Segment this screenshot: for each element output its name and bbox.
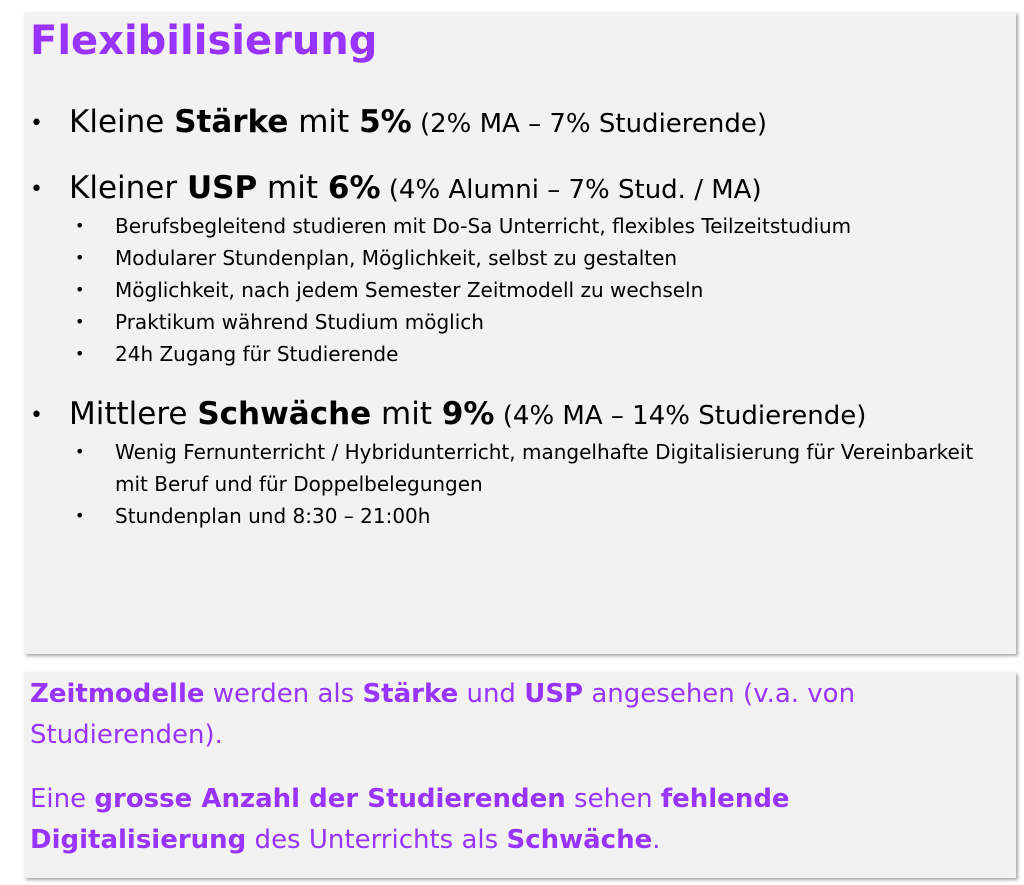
sub-bullet-icon: • bbox=[75, 506, 85, 525]
highlight-percent: 5% bbox=[359, 104, 412, 140]
highlight-percent: 9% bbox=[441, 396, 495, 432]
sub-bullet-icon: • bbox=[75, 248, 85, 267]
sub-bullet-icon: • bbox=[75, 280, 85, 299]
item-breakdown: (4% MA – 14% Studierende) bbox=[494, 401, 867, 431]
sub-bullet-icon: • bbox=[75, 442, 85, 461]
sub-bullet-list: • Wenig Fernunterricht / Hybridunterricht… bbox=[69, 436, 1004, 532]
list-item-usp: • Kleiner USP mit 6% (4% Alumni – 7% Stu… bbox=[24, 168, 1004, 370]
item-breakdown: (2% MA – 7% Studierende) bbox=[411, 109, 768, 139]
summary-box: Zeitmodelle werden als Stärke und USP an… bbox=[24, 672, 1016, 878]
sub-bullet-icon: • bbox=[75, 312, 85, 331]
item-heading: Mittlere Schwäche mit 9% (4% MA – 14% St… bbox=[69, 396, 867, 432]
sub-list-item: • Modularer Stundenplan, Möglichkeit, sel… bbox=[69, 242, 1004, 274]
list-item-schwaeche: • Mittlere Schwäche mit 9% (4% MA – 14% … bbox=[24, 394, 1004, 532]
main-bullet-list: • Kleine Stärke mit 5% (2% MA – 7% Studi… bbox=[24, 102, 1004, 556]
highlight-term: USP bbox=[186, 170, 258, 206]
bullet-icon: • bbox=[30, 111, 43, 136]
slide-title: Flexibilisierung bbox=[30, 18, 378, 64]
main-content-box: Flexibilisierung • Kleine Stärke mit 5% … bbox=[24, 12, 1016, 654]
highlight-term: Schwäche bbox=[197, 396, 372, 432]
sub-bullet-list: • Berufsbegleitend studieren mit Do-Sa Un… bbox=[69, 210, 1004, 370]
bullet-icon: • bbox=[30, 177, 43, 202]
summary-paragraph-2: Eine grosse Anzahl der Studierenden sehe… bbox=[30, 784, 790, 855]
sub-list-item: • Berufsbegleitend studieren mit Do-Sa Un… bbox=[69, 210, 1004, 242]
sub-bullet-icon: • bbox=[75, 344, 85, 363]
summary-paragraph-1: Zeitmodelle werden als Stärke und USP an… bbox=[30, 679, 856, 750]
sub-list-item: • Möglichkeit, nach jedem Semester Zeitmo… bbox=[69, 274, 1004, 306]
sub-list-item: • Stundenplan und 8:30 – 21:00h bbox=[69, 500, 1004, 532]
sub-bullet-icon: • bbox=[75, 216, 85, 235]
sub-list-item: • Wenig Fernunterricht / Hybridunterricht… bbox=[69, 436, 1004, 500]
item-heading: Kleiner USP mit 6% (4% Alumni – 7% Stud.… bbox=[69, 170, 762, 206]
sub-list-item: • Praktikum während Studium möglich bbox=[69, 306, 1004, 338]
bullet-icon: • bbox=[30, 403, 43, 428]
item-breakdown: (4% Alumni – 7% Stud. / MA) bbox=[380, 175, 762, 205]
sub-list-item: • 24h Zugang für Studierende bbox=[69, 338, 1004, 370]
item-heading: Kleine Stärke mit 5% (2% MA – 7% Studier… bbox=[69, 104, 768, 140]
highlight-term: Stärke bbox=[174, 104, 289, 140]
highlight-percent: 6% bbox=[327, 170, 381, 206]
list-item-staerke: • Kleine Stärke mit 5% (2% MA – 7% Studi… bbox=[24, 102, 1004, 144]
